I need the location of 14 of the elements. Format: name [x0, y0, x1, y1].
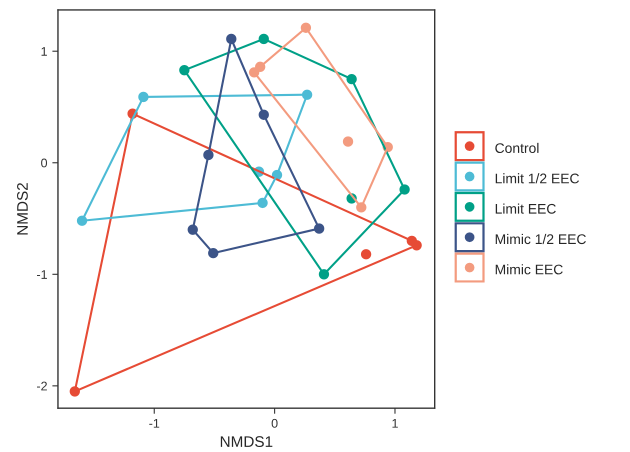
x-tick-label: 1	[392, 419, 398, 428]
legend-label: Limit 1/2 EEC	[496, 173, 579, 184]
y-tick-label: -2	[36, 382, 47, 390]
x-tick-label: -1	[149, 419, 160, 428]
y-tick-label: 0	[41, 158, 48, 168]
y-tick-label: 1	[42, 47, 47, 56]
y-axis-title: NMDS2	[17, 183, 28, 235]
legend-label: Mimic 1/2 EEC	[496, 234, 586, 244]
x-axis-title: NMDS1	[220, 436, 272, 448]
legend-label: Limit EEC	[496, 204, 556, 214]
legend-label: Control	[495, 142, 538, 154]
legend-label: Mimic EEC	[496, 264, 563, 274]
y-tick-label: -1	[36, 270, 47, 279]
x-tick-label: 0	[272, 418, 278, 428]
